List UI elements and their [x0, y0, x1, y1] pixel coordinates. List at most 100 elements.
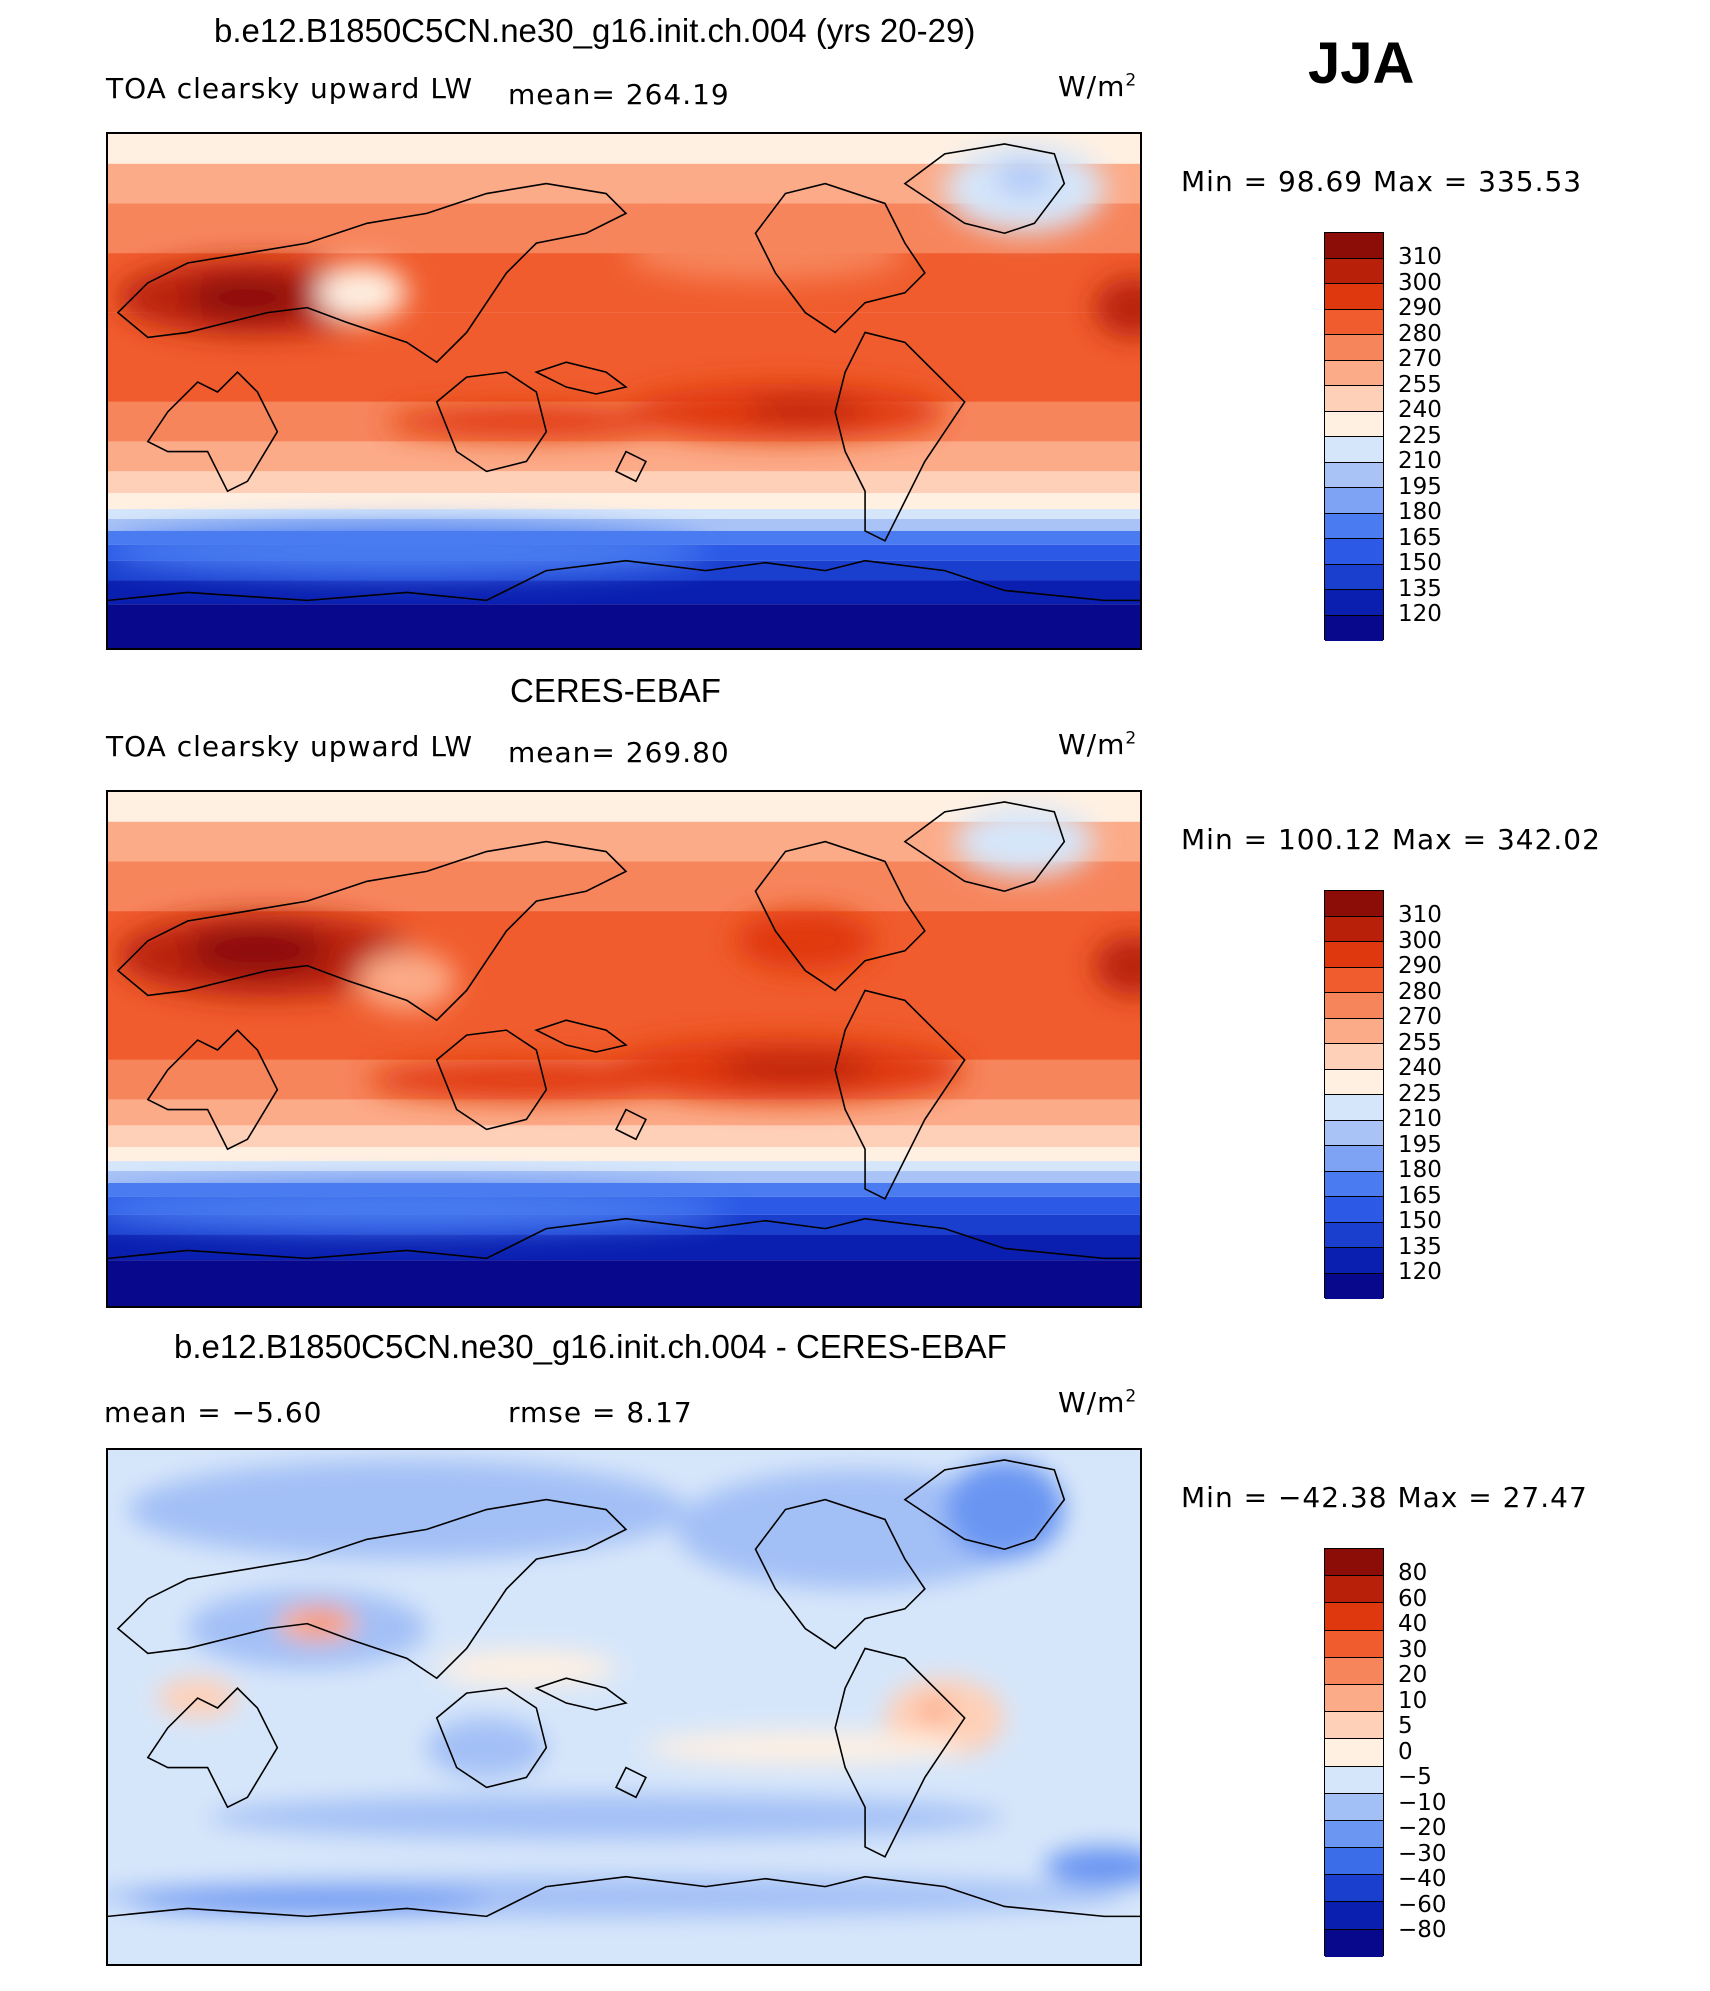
colorbar-swatch	[1325, 1848, 1383, 1876]
colorbar-tick-label: −30	[1398, 1840, 1447, 1867]
colorbar-tick-label: 210	[1398, 448, 1442, 474]
colorbar-tick-label: 270	[1398, 346, 1442, 372]
colorbar-tick-label: 255	[1398, 1029, 1442, 1056]
colorbar-swatch	[1325, 1657, 1383, 1685]
colorbar-tick-label: 225	[1398, 1080, 1442, 1107]
colorbar-swatch	[1325, 335, 1383, 361]
colorbar-swatch	[1325, 233, 1383, 259]
colorbar-swatch	[1325, 564, 1383, 590]
colorbar-tick-label: 30	[1398, 1636, 1428, 1663]
difference-field-contour-plot	[108, 1450, 1140, 1964]
colorbar-tick-label: 165	[1398, 524, 1442, 551]
colorbar-swatch	[1325, 1222, 1383, 1248]
colorbar-tick-label: 10	[1398, 1687, 1428, 1714]
panel-3-minmax: Min = −42.38 Max = 27.47	[1181, 1481, 1588, 1514]
colorbar-swatch	[1325, 1603, 1383, 1631]
colorbar-tick-label: 120	[1398, 1259, 1442, 1285]
colorbar-swatch	[1325, 615, 1383, 641]
colorbar-tick-label: 150	[1398, 550, 1442, 576]
colorbar-tick-label: 0	[1398, 1738, 1413, 1765]
panel-3-units: W/m2	[1058, 1386, 1138, 1419]
panel-1-variable-label: TOA clearsky upward LW	[106, 72, 474, 105]
colorbar-swatch	[1325, 967, 1383, 993]
colorbar-swatch	[1325, 1018, 1383, 1044]
colorbar-swatch	[1325, 1273, 1383, 1299]
colorbar-tick-label: 40	[1398, 1611, 1428, 1637]
colorbar-tick-label: 270	[1398, 1004, 1442, 1030]
colorbar-swatch	[1325, 1171, 1383, 1197]
panel-1-colorbar	[1324, 232, 1384, 641]
colorbar-swatch	[1325, 1146, 1383, 1172]
panel-2-mean-label: mean= 269.80	[508, 736, 730, 769]
observation-field-contour-plot	[108, 792, 1140, 1306]
colorbar-swatch	[1325, 284, 1383, 310]
colorbar-swatch	[1325, 309, 1383, 335]
colorbar-swatch	[1325, 1630, 1383, 1658]
colorbar-tick-label: 195	[1398, 1131, 1442, 1158]
colorbar-tick-label: −60	[1398, 1891, 1447, 1918]
panel-1-minmax: Min = 98.69 Max = 335.53	[1181, 165, 1583, 198]
colorbar-tick-label: −5	[1398, 1764, 1432, 1790]
colorbar-swatch	[1325, 993, 1383, 1019]
colorbar-swatch	[1325, 488, 1383, 514]
colorbar-tick-label: 300	[1398, 269, 1442, 296]
panel-1-title: b.e12.B1850C5CN.ne30_g16.init.ch.004 (yr…	[214, 12, 976, 49]
colorbar-swatch	[1325, 590, 1383, 616]
colorbar-tick-label: −10	[1398, 1789, 1447, 1816]
colorbar-swatch	[1325, 513, 1383, 539]
panel-2-variable-label: TOA clearsky upward LW	[106, 730, 474, 763]
panel-2-title: CERES-EBAF	[510, 672, 721, 709]
panel-2-units: W/m2	[1058, 728, 1138, 761]
panel-2-minmax: Min = 100.12 Max = 342.02	[1181, 823, 1601, 856]
colorbar-swatch	[1325, 1712, 1383, 1740]
colorbar-swatch	[1325, 437, 1383, 463]
panel-1-units: W/m2	[1058, 70, 1138, 103]
colorbar-swatch	[1325, 1576, 1383, 1604]
colorbar-tick-label: 165	[1398, 1182, 1442, 1209]
colorbar-swatch	[1325, 1929, 1383, 1957]
colorbar-swatch	[1325, 1739, 1383, 1767]
colorbar-tick-label: 255	[1398, 371, 1442, 398]
colorbar-tick-label: 240	[1398, 397, 1442, 423]
colorbar-tick-label: 120	[1398, 601, 1442, 627]
colorbar-tick-label: 135	[1398, 575, 1442, 602]
colorbar-swatch	[1325, 539, 1383, 565]
colorbar-tick-label: −40	[1398, 1866, 1447, 1892]
colorbar-swatch	[1325, 1120, 1383, 1146]
colorbar-swatch	[1325, 1044, 1383, 1070]
colorbar-tick-label: 290	[1398, 953, 1442, 979]
panel-1-mean-label: mean= 264.19	[508, 78, 730, 111]
colorbar-tick-label: 210	[1398, 1106, 1442, 1132]
colorbar-tick-label: 300	[1398, 927, 1442, 954]
colorbar-tick-label: 310	[1398, 902, 1442, 928]
colorbar-tick-label: 240	[1398, 1055, 1442, 1081]
colorbar-swatch	[1325, 258, 1383, 284]
panel-3-mean-label: mean = −5.60	[104, 1396, 323, 1429]
colorbar-tick-label: 5	[1398, 1713, 1413, 1739]
panel-3-rmse-label: rmse = 8.17	[508, 1396, 693, 1429]
colorbar-swatch	[1325, 360, 1383, 386]
panel-3-title: b.e12.B1850C5CN.ne30_g16.init.ch.004 - C…	[174, 1328, 1007, 1365]
colorbar-tick-label: −80	[1398, 1917, 1447, 1943]
colorbar-tick-label: 80	[1398, 1560, 1428, 1586]
colorbar-swatch	[1325, 1766, 1383, 1794]
colorbar-swatch	[1325, 942, 1383, 968]
colorbar-tick-label: 135	[1398, 1233, 1442, 1260]
colorbar-tick-label: 60	[1398, 1585, 1428, 1612]
colorbar-tick-label: 150	[1398, 1208, 1442, 1234]
colorbar-swatch	[1325, 1248, 1383, 1274]
colorbar-swatch	[1325, 916, 1383, 942]
colorbar-swatch	[1325, 386, 1383, 412]
season-label: JJA	[1308, 31, 1415, 96]
colorbar-tick-label: 195	[1398, 473, 1442, 500]
colorbar-swatch	[1325, 462, 1383, 488]
colorbar-swatch	[1325, 1875, 1383, 1903]
panel-2-colorbar	[1324, 890, 1384, 1299]
colorbar-tick-label: 280	[1398, 320, 1442, 347]
panel-3-map	[106, 1448, 1142, 1966]
colorbar-tick-label: 20	[1398, 1662, 1428, 1688]
colorbar-tick-label: 180	[1398, 1157, 1442, 1183]
colorbar-tick-label: 280	[1398, 978, 1442, 1005]
colorbar-swatch	[1325, 891, 1383, 917]
panel-2-map	[106, 790, 1142, 1308]
